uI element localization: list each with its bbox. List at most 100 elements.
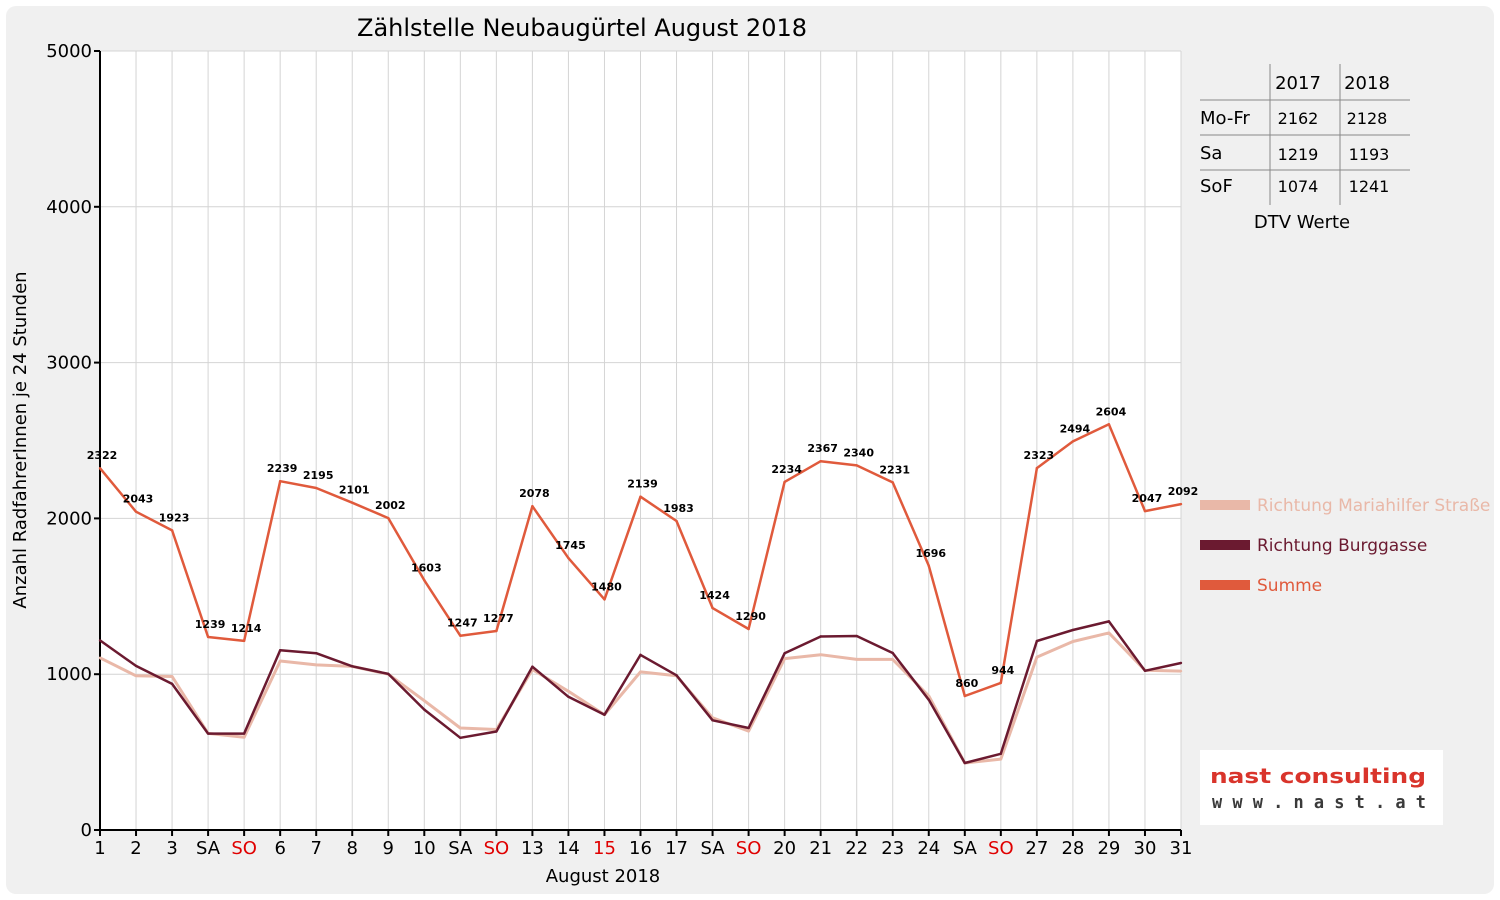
data-point — [855, 464, 858, 467]
data-point — [351, 501, 354, 504]
data-point — [459, 634, 462, 637]
data-label: 2092 — [1168, 485, 1199, 498]
data-point — [134, 674, 138, 677]
y-tick-label: 5000 — [46, 41, 92, 62]
legend-label: Summe — [1257, 576, 1322, 596]
data-point — [891, 481, 894, 484]
data-point — [387, 516, 390, 520]
x-tick-label: 3 — [166, 838, 177, 859]
x-tick-label: 24 — [917, 838, 940, 859]
data-point — [315, 663, 318, 667]
dtv-row-label: Mo-Fr — [1200, 108, 1250, 129]
axes — [94, 50, 1182, 836]
data-point — [495, 730, 498, 733]
legend-swatch — [1200, 580, 1250, 590]
data-point — [711, 606, 714, 610]
x-tick-label: 23 — [881, 838, 904, 859]
data-point — [278, 659, 282, 663]
dtv-row-label: Sa — [1200, 143, 1222, 164]
dtv-caption: DTV Werte — [1254, 212, 1350, 233]
legend-label: Richtung Burggasse — [1257, 536, 1427, 556]
x-tick-label: 16 — [629, 838, 652, 859]
x-tick-labels: 1 2 3 SA SO 6 7 8 9 10 SA SO 13 14 15 16 17 SA SO 20 21 22 23 2… — [94, 838, 1192, 859]
dtv-cell: 1074 — [1278, 177, 1319, 196]
data-point — [963, 694, 966, 698]
data-point — [170, 682, 174, 686]
y-tick-label: 2000 — [46, 508, 92, 529]
data-point — [819, 460, 822, 463]
data-label: 2043 — [123, 493, 154, 506]
x-tick-label: 22 — [845, 838, 868, 859]
data-point — [603, 598, 606, 601]
y-axis-title: Anzahl RadfahrerInnen je 24 Stunden — [10, 271, 31, 608]
data-point — [927, 698, 930, 701]
data-point — [855, 634, 858, 638]
y-tick-labels: 0 1000 2000 3000 4000 5000 — [46, 41, 92, 841]
data-point — [1107, 423, 1111, 426]
data-point — [819, 635, 822, 638]
data-label: 944 — [991, 664, 1014, 677]
data-point — [242, 639, 246, 643]
data-point — [170, 529, 174, 532]
data-point — [459, 726, 462, 730]
data-label: 2231 — [879, 463, 910, 476]
x-axis-title: August 2018 — [546, 866, 661, 887]
data-point — [278, 649, 282, 652]
data-label: 1983 — [663, 502, 694, 515]
x-tick-label: 1 — [94, 838, 105, 859]
legend: Richtung Mariahilfer Straße Richtung Burg… — [1200, 496, 1490, 596]
chart-title: Zählstelle Neubaugürtel August 2018 — [357, 14, 807, 42]
dtv-col-2017: 2017 — [1275, 73, 1321, 94]
x-tick-label: 6 — [274, 838, 285, 859]
data-point — [747, 726, 750, 730]
dtv-table: 2017 2018 Mo-Fr 2162 2128 Sa 1219 1193 S… — [1200, 64, 1410, 233]
x-tick-label: SA — [448, 838, 473, 859]
data-point — [531, 505, 534, 508]
data-label: 2139 — [627, 478, 658, 491]
y-tick-label: 4000 — [46, 197, 92, 218]
data-point — [423, 699, 426, 702]
data-label: 860 — [955, 677, 978, 690]
x-tick-label: 8 — [347, 838, 358, 859]
data-point — [315, 486, 318, 490]
data-point — [603, 713, 606, 716]
data-point — [711, 719, 714, 722]
x-tick-label: 20 — [773, 838, 796, 859]
data-point — [855, 658, 858, 661]
data-point — [278, 479, 282, 483]
data-label: 1745 — [555, 539, 586, 552]
data-label: 2494 — [1060, 422, 1091, 435]
data-point — [1035, 466, 1039, 470]
data-labels: 2322 2043 1923 1239 1214 2239 2195 2101 2002 1603… — [87, 405, 1199, 690]
data-point — [1071, 440, 1075, 443]
x-tick-label: SA — [701, 838, 726, 859]
data-point — [531, 665, 534, 668]
data-point — [206, 635, 210, 639]
data-point — [819, 653, 822, 656]
dtv-cell: 1241 — [1349, 177, 1390, 196]
x-tick-label: 15 — [593, 838, 616, 859]
data-label: 1290 — [735, 610, 766, 623]
data-point — [1071, 628, 1075, 632]
data-label: 2604 — [1096, 405, 1127, 418]
logo-url: w w w . n a s t . a t — [1212, 792, 1426, 813]
data-label: 1214 — [231, 622, 262, 635]
data-point — [423, 708, 426, 711]
y-tick-label: 3000 — [46, 353, 92, 374]
data-point — [639, 670, 642, 674]
x-tick-label: 7 — [310, 838, 321, 859]
x-tick-label: 28 — [1061, 838, 1084, 859]
data-label: 1480 — [591, 580, 622, 593]
data-label: 2047 — [1132, 492, 1163, 505]
data-label: 2101 — [339, 484, 370, 497]
data-point — [639, 495, 642, 498]
legend-swatch — [1200, 500, 1250, 510]
data-point — [1143, 669, 1147, 672]
data-point — [206, 732, 210, 735]
data-label: 1424 — [699, 589, 730, 602]
data-point — [1179, 669, 1183, 673]
data-point — [98, 656, 102, 660]
data-point — [459, 736, 462, 739]
data-label: 2002 — [375, 499, 406, 512]
